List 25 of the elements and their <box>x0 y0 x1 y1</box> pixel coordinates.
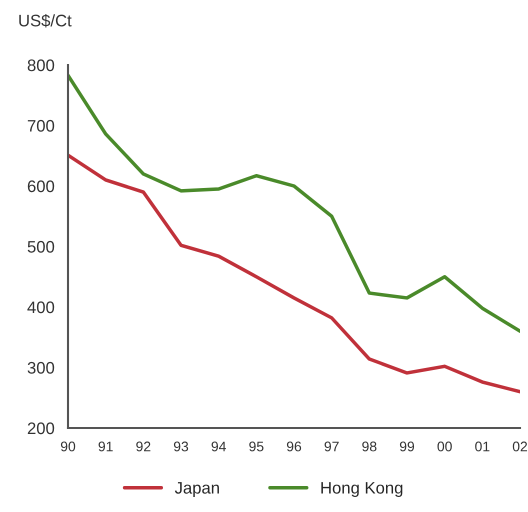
y-tick-label: 600 <box>28 180 54 192</box>
line-series <box>68 153 520 394</box>
x-tick-label: 02 <box>512 442 528 452</box>
y-tick-label: 400 <box>27 301 54 314</box>
y-tick-label: 200 <box>28 422 54 434</box>
x-tick-label: 91 <box>98 442 113 452</box>
x-tick-label: 92 <box>136 442 150 452</box>
x-tick-label: 94 <box>212 442 226 452</box>
y-tick-label: 800 <box>28 59 54 72</box>
y-axis-title: US$/Ct <box>19 14 72 28</box>
x-tick-label: 99 <box>400 442 414 452</box>
x-tick-label: 00 <box>437 442 452 452</box>
line-series <box>68 74 520 333</box>
legend-label: Japan <box>174 482 219 497</box>
x-tick-label: 98 <box>362 442 376 452</box>
x-tick-label: 95 <box>249 442 264 452</box>
x-tick-label: 90 <box>60 442 76 452</box>
x-tick-label: 01 <box>475 442 490 452</box>
y-tick-label: 300 <box>28 362 54 374</box>
x-tick-label: 96 <box>286 442 302 452</box>
x-tick-label: 97 <box>324 442 339 452</box>
y-tick-label: 500 <box>28 240 54 253</box>
legend-label: Hong Kong <box>321 482 402 497</box>
x-tick-label: 93 <box>174 442 188 452</box>
y-tick-label: 700 <box>28 120 54 132</box>
